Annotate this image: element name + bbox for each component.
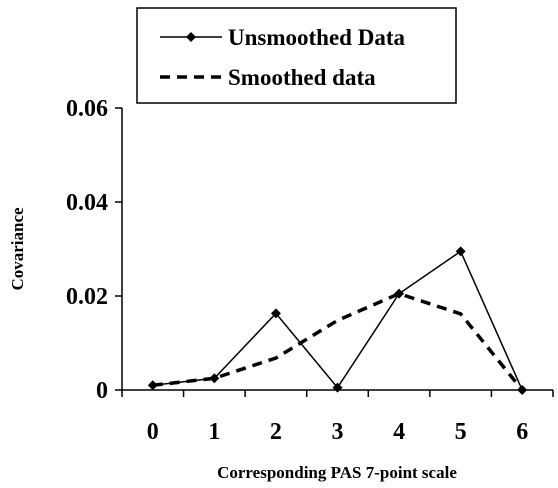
legend-box: [136, 7, 457, 104]
legend: Unsmoothed Data Smoothed data: [136, 7, 457, 104]
x-tick-label: 6: [516, 419, 528, 445]
y-tick-label: 0.02: [66, 284, 108, 310]
legend-marker-unsmoothed: [186, 32, 196, 42]
x-tick-label: 3: [332, 419, 344, 445]
x-tick-label: 1: [208, 419, 220, 445]
y-tick-label: 0: [96, 378, 108, 404]
data-point-unsmoothed: [270, 308, 281, 319]
y-axis-title: Covariance: [8, 207, 27, 291]
x-ticks: 0 1 2 3 4 5 6: [121, 390, 554, 445]
legend-entry-unsmoothed: Unsmoothed Data: [160, 25, 405, 50]
data-point-unsmoothed: [394, 288, 405, 299]
data-point-unsmoothed: [209, 373, 220, 384]
data-point-unsmoothed: [517, 385, 528, 395]
x-tick-label: 4: [393, 419, 405, 445]
y-tick-label: 0.04: [66, 190, 108, 216]
x-tick-label: 0: [147, 419, 159, 445]
data-point-unsmoothed: [147, 380, 158, 391]
series-layer: [147, 246, 528, 395]
legend-label-unsmoothed: Unsmoothed Data: [228, 25, 405, 50]
legend-entry-smoothed: Smoothed data: [160, 65, 376, 90]
x-tick-label: 5: [455, 419, 467, 445]
data-point-unsmoothed: [455, 246, 466, 257]
y-ticks: 0 0.02 0.04 0.06: [66, 96, 122, 404]
legend-label-smoothed: Smoothed data: [228, 65, 376, 90]
x-axis-title: Corresponding PAS 7-point scale: [217, 463, 457, 482]
data-point-unsmoothed: [332, 382, 343, 393]
series-line-smoothed: [152, 291, 524, 392]
y-tick-label: 0.06: [66, 96, 108, 122]
x-tick-label: 2: [270, 419, 282, 445]
